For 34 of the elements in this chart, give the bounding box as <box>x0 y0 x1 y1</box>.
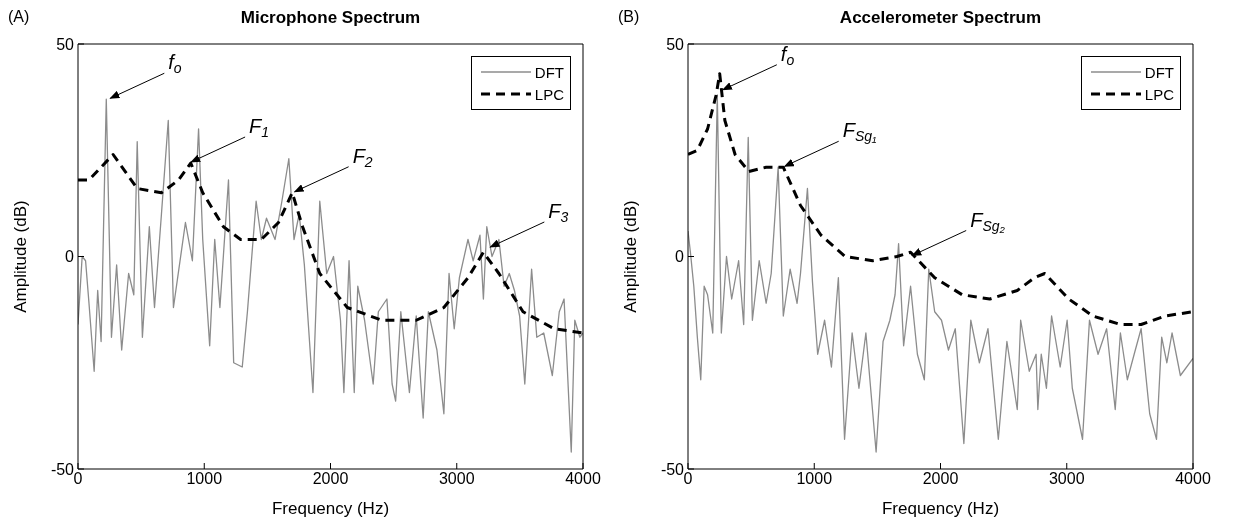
x-axis-title: Frequency (Hz) <box>271 499 390 518</box>
x-tick-label: 4000 <box>1175 470 1211 488</box>
line-series <box>78 98 583 453</box>
y-tick-label: 0 <box>65 248 75 266</box>
x-tick-label: 2000 <box>922 470 959 488</box>
chart-title: Accelerometer Spectrum <box>838 8 1043 28</box>
x-axis-title: Frequency (Hz) <box>881 499 1000 518</box>
y-tick-label: 50 <box>666 35 685 53</box>
x-tick-label: 1000 <box>186 470 223 488</box>
text: (A) <box>8 8 30 26</box>
annotation: f$_{o}$ <box>780 42 795 68</box>
annotation: F$_{1}$ <box>249 115 270 141</box>
annotation: F$_{2}$ <box>352 144 373 170</box>
text: (B) <box>618 8 640 26</box>
y-tick-label: 50 <box>56 35 75 53</box>
annotation: F$_{3}$ <box>548 200 569 226</box>
x-tick-label: 3000 <box>1048 470 1085 488</box>
y-axis-title: Amplitude (dB) <box>621 200 641 313</box>
annotation: F$_{Sg₁}$ <box>842 119 878 145</box>
x-tick-label: 3000 <box>438 470 475 488</box>
x-tick-label: 2000 <box>312 470 349 488</box>
legend-label: DFT <box>1144 63 1174 81</box>
y-tick-label: -50 <box>50 460 75 478</box>
y-tick-label: 0 <box>675 248 685 266</box>
y-axis-title: Amplitude (dB) <box>11 200 31 313</box>
chart-title: Microphone Spectrum <box>239 8 422 28</box>
y-tick-label: -50 <box>660 460 685 478</box>
legend-label: LPC <box>1144 85 1174 103</box>
x-tick-label: 1000 <box>796 470 833 488</box>
legend-label: DFT <box>534 63 564 81</box>
annotation: F$_{Sg₂}$ <box>970 208 1006 234</box>
annotation: f$_{o}$ <box>168 51 182 77</box>
legend-label: LPC <box>534 85 564 103</box>
x-tick-label: 4000 <box>565 470 601 488</box>
